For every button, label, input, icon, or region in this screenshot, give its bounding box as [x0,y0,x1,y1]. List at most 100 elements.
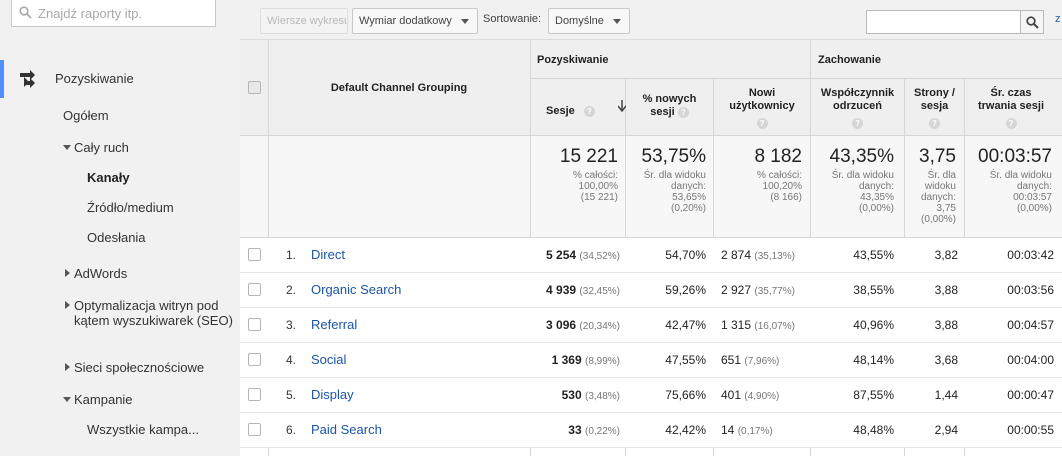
sort-label: Sortowanie: [483,13,542,25]
row-checkbox[interactable] [248,283,261,296]
summary-note: Śr. dla widoku [643,170,706,181]
report-search[interactable] [11,0,216,27]
summary-note: (0,00%) [1016,203,1052,214]
cell-new-sessions: 54,70% [665,248,706,262]
summary-duration: 00:03:57 [978,146,1052,167]
help-icon[interactable]: ? [852,118,863,129]
summary-duration-sub: Śr. dla widoku danych: 00:03:57 (0,00%) [964,170,1052,214]
new-users-value: 2 927 [721,283,752,297]
cell-sessions: 1 369 (8,99%) [530,353,620,367]
report-search-input[interactable] [38,4,208,22]
row-checkbox[interactable] [248,318,261,331]
help-icon[interactable]: ? [583,105,595,117]
summary-note: (8 166) [770,192,802,203]
col-bounce-rate[interactable]: Współczynnik odrzuceń ? [811,87,904,129]
active-section-indicator [0,60,4,98]
table-row[interactable]: 5. Display 530 (3,48%) 75,66% 401 (4,90%) 87,… [240,378,1062,413]
summary-sessions-sub: % całości: 100,00% (15 221) [530,170,618,203]
col-sessions[interactable]: Sesje ? [546,105,595,118]
summary-new-users: 8 182 [754,146,802,167]
sidebar-item-channels[interactable]: Kanały [87,170,130,185]
sessions-percent: (32,45%) [579,286,620,297]
expand-right-icon[interactable] [65,301,70,309]
sessions-percent: (3,48%) [584,391,620,402]
help-icon[interactable]: ? [677,106,689,118]
sort-down-arrow-icon[interactable] [618,100,626,112]
new-users-value: 14 [721,423,735,437]
sort-value: Domyślne [555,15,604,27]
sort-dropdown[interactable]: Domyślne [548,8,630,34]
cell-pages: 3,88 [934,318,958,332]
sidebar-item-adwords[interactable]: AdWords [74,266,128,281]
secondary-dimension-label: Wymiar dodatkowy [359,15,452,27]
cell-new-users: 14 (0,17%) [713,423,803,437]
dimension-header[interactable]: Default Channel Grouping [330,82,468,94]
col-new-sessions[interactable]: % nowych sesji ? [626,93,713,119]
table-row[interactable]: 6. Paid Search 33 (0,22%) 42,42% 14 (0,17%) 4… [240,413,1062,448]
channel-link[interactable]: Referral [311,317,358,332]
col-new-users[interactable]: Nowi użytkownicy ? [714,87,810,129]
summary-note: Śr. dla [927,170,956,181]
table-row[interactable]: 4. Social 1 369 (8,99%) 47,55% 651 (7,96%) 48… [240,343,1062,378]
new-users-percent: (0,17%) [737,426,773,437]
sidebar-item-referrals[interactable]: Odesłania [87,230,146,245]
table-search-button[interactable] [1020,10,1044,34]
channel-link[interactable]: Social [311,352,347,367]
secondary-dimension-dropdown[interactable]: Wymiar dodatkowy [352,8,478,34]
channel-link[interactable]: Organic Search [311,282,402,297]
sessions-value: 33 [568,423,582,437]
sidebar-item-all-campaigns[interactable]: Wszystkie kampa... [87,422,199,437]
select-all-checkbox[interactable] [248,81,261,94]
sessions-percent: (8,99%) [584,356,620,367]
summary-bounce-rate: 43,35% [829,146,894,167]
plot-rows-button[interactable]: Wiersze wykresu [260,8,348,34]
col-label: Strony / [914,87,955,99]
cell-duration: 00:04:00 [1007,353,1054,367]
cell-bounce-rate: 48,14% [853,353,894,367]
cell-new-sessions: 47,55% [665,353,706,367]
sidebar-item-source-medium[interactable]: Źródło/medium [87,200,174,215]
sidebar-item-seo[interactable]: Optymalizacja witryn pod kątem wyszukiwa… [74,298,233,328]
sidebar-item-social[interactable]: Sieci społecznościowe [74,360,205,375]
table-row[interactable]: 2. Organic Search 4 939 (32,45%) 59,26% 2 92… [240,273,1062,308]
sidebar-item-campaigns[interactable]: Kampanie [74,392,133,407]
expand-down-icon[interactable] [63,397,71,402]
help-icon[interactable]: ? [1005,118,1017,129]
help-icon[interactable]: ? [929,118,940,129]
help-icon[interactable]: ? [756,118,768,129]
col-label: sesja [920,100,949,112]
cell-bounce-rate: 48,48% [853,423,894,437]
sidebar-item-overview[interactable]: Ogółem [63,108,109,123]
channel-link[interactable]: Direct [311,247,345,262]
col-avg-duration[interactable]: Śr. czas trwania sesji ? [965,87,1057,129]
expand-down-icon[interactable] [63,145,71,150]
chevron-down-icon [461,19,469,24]
channel-link[interactable]: Display [311,387,354,402]
col-pages-per-session[interactable]: Strony / sesja ? [905,87,964,129]
row-checkbox[interactable] [248,248,261,261]
summary-note: danych: [670,181,706,192]
summary-note: (0,00%) [920,214,956,225]
table-row[interactable]: 3. Referral 3 096 (20,34%) 42,47% 1 315 (16,… [240,308,1062,343]
advanced-link[interactable]: z [1055,13,1061,25]
col-label: trwania sesji [977,100,1045,112]
expand-right-icon[interactable] [65,269,70,277]
new-users-percent: (7,96%) [744,356,780,367]
summary-note: 00:03:57 [1013,192,1052,203]
summary-note: Śr. dla widoku [831,170,894,181]
cell-duration: 00:03:56 [1007,283,1054,297]
row-checkbox[interactable] [248,388,261,401]
sidebar-section-acquisition[interactable]: Pozyskiwanie [55,71,134,86]
channel-link[interactable]: Paid Search [311,422,382,437]
col-label: % nowych [642,93,697,105]
summary-note: widoku [924,181,956,192]
row-checkbox[interactable] [248,423,261,436]
cell-duration: 00:00:55 [1007,423,1054,437]
summary-note: % całości: [572,170,618,181]
table-row[interactable]: 1. Direct 5 254 (34,52%) 54,70% 2 874 (35,13… [240,238,1062,273]
sidebar-item-all-traffic[interactable]: Cały ruch [74,140,129,155]
col-label: użytkownicy [729,100,795,112]
expand-right-icon[interactable] [65,363,70,371]
table-search-input[interactable] [866,10,1021,34]
row-checkbox[interactable] [248,353,261,366]
